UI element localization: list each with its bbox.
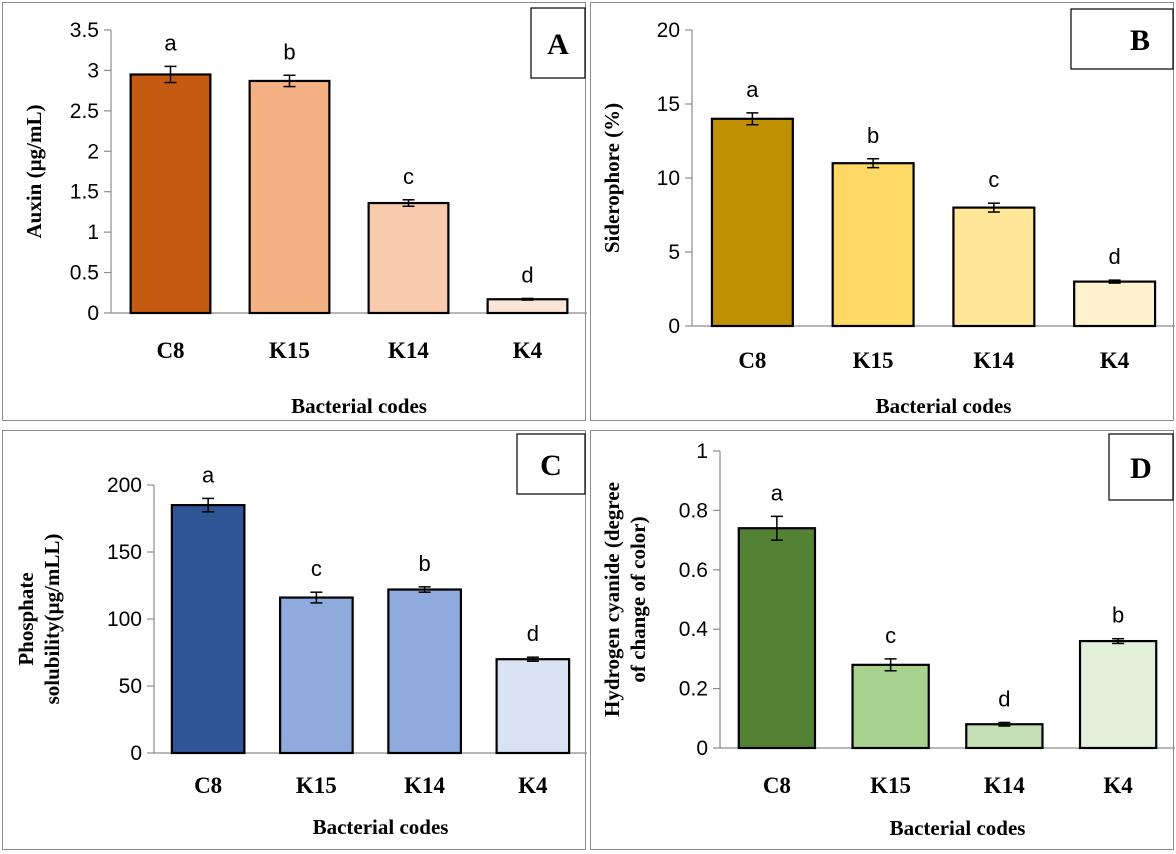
x-axis-title: Bacterial codes xyxy=(890,816,1026,840)
significance-label: a xyxy=(164,30,177,55)
bar-k14 xyxy=(387,588,462,755)
y-tick-label: 2 xyxy=(87,140,99,163)
y-tick-label: 0.6 xyxy=(679,559,708,582)
x-axis-title: Bacterial codes xyxy=(876,394,1012,418)
y-tick-label: 2.5 xyxy=(70,100,99,123)
significance-label: b xyxy=(867,123,879,148)
y-tick-label: 0 xyxy=(668,315,680,338)
y-tick-label: 200 xyxy=(107,474,142,497)
x-tick-label: K4 xyxy=(518,773,548,798)
panel-label-box xyxy=(1108,433,1174,501)
y-axis-title: solubility(µg/mLL) xyxy=(40,534,64,705)
y-tick-label: 0 xyxy=(130,742,142,765)
hcn-chart: 0 0.2 0.4 0.6 0.8 1 a C8 c K15 d K14 b K4 Bacterial co… xyxy=(600,433,1175,840)
significance-label: a xyxy=(771,480,784,505)
x-tick-label: K15 xyxy=(296,773,337,798)
significance-label: d xyxy=(1109,244,1121,269)
panel-siderophore: 0 5 10 15 20 a C8 b K15 c K14 d K4 Bacterial codes Sid… xyxy=(590,2,1175,421)
y-tick-label: 100 xyxy=(107,608,142,631)
bar-k4 xyxy=(486,298,569,315)
panel-label: A xyxy=(547,28,569,61)
bar-c8 xyxy=(170,503,246,755)
bar-k15 xyxy=(279,596,354,755)
x-tick-label: K4 xyxy=(1100,348,1130,373)
y-axis-title: Siderophore (%) xyxy=(600,103,624,253)
bar-k14 xyxy=(952,206,1036,328)
significance-label: b xyxy=(1112,603,1124,628)
y-tick-label: 0.2 xyxy=(679,678,708,701)
y-axis-title: Hydrogen cyanide (degree xyxy=(600,482,624,717)
panel-phosphate: 0 50 100 150 200 a C8 c K15 b K14 d K4 Bacterial code… xyxy=(2,430,587,850)
x-tick-label: K14 xyxy=(984,773,1025,798)
x-tick-label: C8 xyxy=(156,338,184,363)
y-tick-label: 0.4 xyxy=(679,618,709,641)
bar-k15 xyxy=(851,663,930,750)
significance-label: b xyxy=(283,39,295,64)
bar-k4 xyxy=(495,658,571,755)
bar-c8 xyxy=(129,73,212,315)
significance-label: d xyxy=(521,262,533,287)
y-tick-label: 0.5 xyxy=(70,262,99,285)
auxin-chart: 0 0.5 1 1.5 2 2.5 3 3.5 a C8 b K15 c K14 d K4 Bacterial … xyxy=(22,7,587,418)
y-tick-label: 0.8 xyxy=(679,499,708,522)
panel-label-box xyxy=(530,7,586,79)
panel-label-box xyxy=(1070,8,1174,70)
y-tick-label: 150 xyxy=(107,541,142,564)
x-tick-label: K15 xyxy=(853,348,894,373)
x-tick-label: C8 xyxy=(194,773,222,798)
y-tick-label: 1 xyxy=(87,221,99,244)
panel-label-box xyxy=(516,433,586,495)
y-tick-label: 1 xyxy=(696,440,708,463)
y-tick-label: 3.5 xyxy=(70,19,99,42)
y-tick-label: 20 xyxy=(657,19,680,42)
significance-label: c xyxy=(311,556,322,581)
y-tick-label: 3 xyxy=(87,59,99,82)
significance-label: c xyxy=(403,164,414,189)
significance-label: a xyxy=(746,77,759,102)
phosphate-chart: 0 50 100 150 200 a C8 c K15 b K14 d K4 Bacterial code… xyxy=(14,433,587,839)
x-tick-label: K4 xyxy=(513,338,543,363)
panel-label: B xyxy=(1130,24,1150,57)
x-axis-title: Bacterial codes xyxy=(291,394,427,418)
y-tick-label: 15 xyxy=(657,93,680,116)
bar-k14 xyxy=(367,201,450,315)
y-tick-label: 10 xyxy=(657,167,680,190)
bar-k4 xyxy=(1073,280,1157,328)
siderophore-chart: 0 5 10 15 20 a C8 b K15 c K14 d K4 Bacterial codes Sid… xyxy=(600,8,1175,418)
x-tick-label: C8 xyxy=(763,773,791,798)
y-tick-label: 5 xyxy=(668,241,680,264)
significance-label: c xyxy=(885,623,896,648)
y-tick-label: 1.5 xyxy=(70,181,99,204)
bar-k15 xyxy=(248,79,331,315)
bar-c8 xyxy=(737,527,817,750)
significance-label: b xyxy=(419,551,431,576)
x-tick-label: K14 xyxy=(973,348,1014,373)
x-tick-label: K14 xyxy=(388,338,429,363)
bar-c8 xyxy=(710,117,794,328)
x-tick-label: K4 xyxy=(1103,773,1133,798)
significance-label: c xyxy=(988,167,999,192)
x-axis-title: Bacterial codes xyxy=(313,815,449,839)
y-axis-title: Auxin (µg/mL) xyxy=(22,104,46,238)
bar-k14 xyxy=(965,723,1044,750)
y-axis-title: of change of color) xyxy=(626,516,650,682)
panel-label: D xyxy=(1130,452,1152,485)
significance-label: d xyxy=(527,621,539,646)
panel-label: C xyxy=(540,449,562,482)
panel-auxin: 0 0.5 1 1.5 2 2.5 3 3.5 a C8 b K15 c K14 d K4 Bacterial … xyxy=(2,2,587,421)
significance-label: d xyxy=(998,686,1010,711)
x-tick-label: K15 xyxy=(870,773,911,798)
x-tick-label: K15 xyxy=(269,338,310,363)
bar-k4 xyxy=(1078,639,1158,750)
y-axis-title: Phosphate xyxy=(14,572,38,665)
significance-label: a xyxy=(202,462,215,487)
bar-k15 xyxy=(831,162,915,328)
x-tick-label: K14 xyxy=(404,773,445,798)
panel-hcn: 0 0.2 0.4 0.6 0.8 1 a C8 c K15 d K14 b K4 Bacterial co… xyxy=(590,430,1175,850)
y-tick-label: 0 xyxy=(696,737,708,760)
y-tick-label: 50 xyxy=(119,675,142,698)
y-tick-label: 0 xyxy=(87,302,99,325)
x-tick-label: C8 xyxy=(738,348,766,373)
